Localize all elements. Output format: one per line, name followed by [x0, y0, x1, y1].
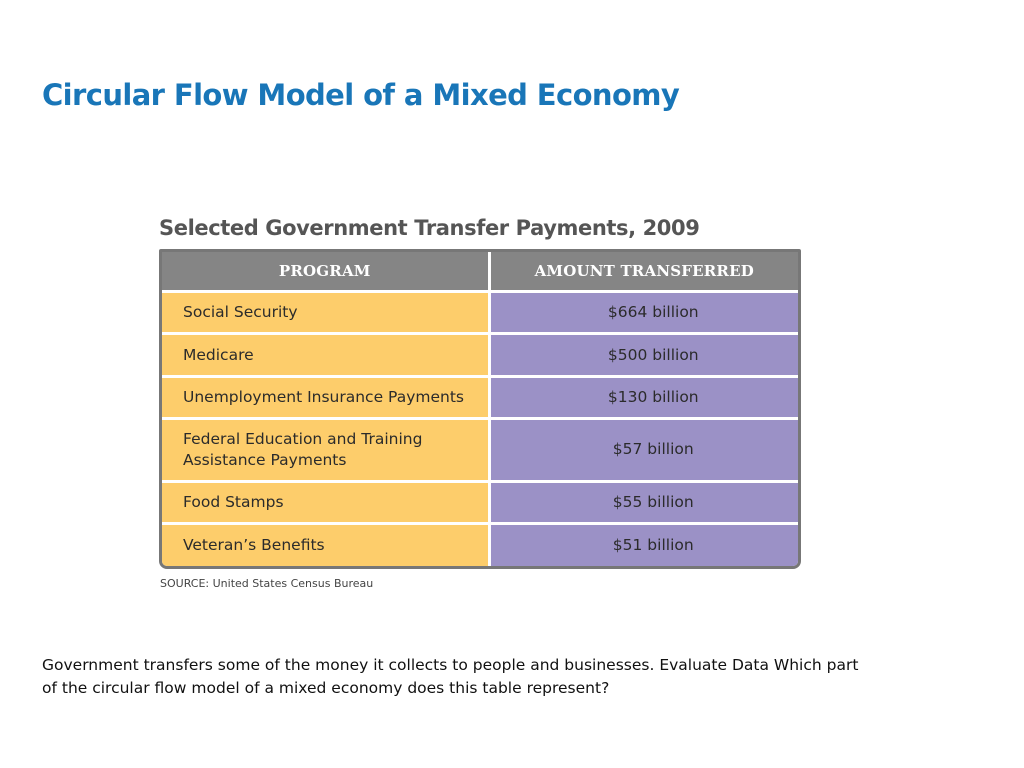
program-cell: Medicare [162, 333, 491, 378]
amount-cell: $57 billion [489, 418, 798, 483]
table-caption: Selected Government Transfer Payments, 2… [159, 216, 700, 240]
amount-cell: $130 billion [489, 376, 798, 421]
header-program: PROGRAM [162, 252, 491, 293]
slide-title: Circular Flow Model of a Mixed Economy [42, 78, 680, 112]
table-source-note: SOURCE: United States Census Bureau [160, 577, 374, 590]
table-row: Medicare $500 billion [162, 333, 798, 378]
table-row: Federal Education and Training Assistanc… [162, 418, 798, 483]
table-row: Unemployment Insurance Payments $130 bil… [162, 376, 798, 421]
amount-cell: $55 billion [489, 481, 798, 526]
table-row: Veteran’s Benefits $51 billion [162, 523, 798, 566]
table-row: Social Security $664 billion [162, 291, 798, 336]
payments-table-grid: PROGRAM AMOUNT TRANSFERRED Social Securi… [162, 252, 798, 566]
amount-cell: $664 billion [489, 291, 798, 336]
program-cell: Federal Education and Training Assistanc… [162, 418, 491, 483]
transfer-payments-table: PROGRAM AMOUNT TRANSFERRED Social Securi… [159, 249, 801, 569]
amount-cell: $51 billion [489, 523, 798, 566]
program-cell: Social Security [162, 291, 491, 336]
header-amount-transferred: AMOUNT TRANSFERRED [489, 252, 798, 293]
program-cell: Veteran’s Benefits [162, 523, 491, 566]
amount-cell: $500 billion [489, 333, 798, 378]
table-row: Food Stamps $55 billion [162, 481, 798, 526]
program-cell: Unemployment Insurance Payments [162, 376, 491, 421]
program-cell: Food Stamps [162, 481, 491, 526]
slide-body-text: Government transfers some of the money i… [42, 656, 859, 697]
table-header-row: PROGRAM AMOUNT TRANSFERRED [162, 252, 798, 293]
